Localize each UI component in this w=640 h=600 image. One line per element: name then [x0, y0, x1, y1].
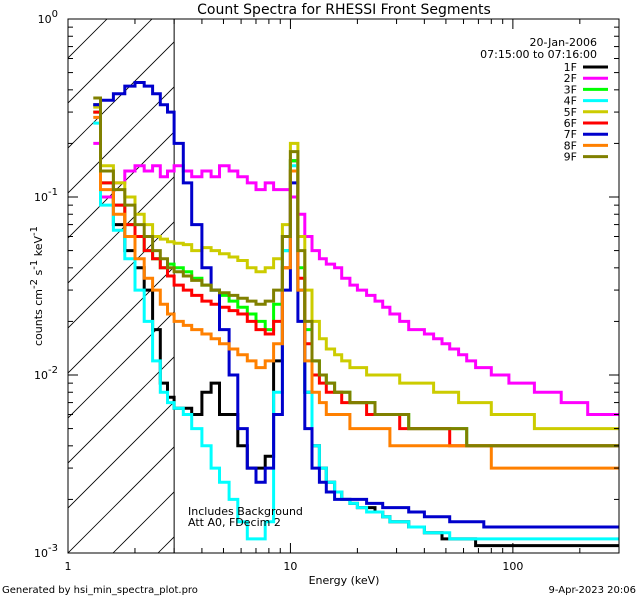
hatch-line [248, 0, 640, 553]
hatch-line [68, 221, 175, 329]
plot-frame [67, 18, 620, 554]
x-tick-label: 10 [283, 560, 297, 573]
footer-timestamp: 9-Apr-2023 20:06 [549, 585, 636, 596]
legend-label-9F: 9F [564, 151, 577, 164]
x-tick-label: 100 [502, 560, 523, 573]
legend-label-5F: 5F [564, 106, 577, 119]
series-group [93, 81, 619, 548]
time-range-label: 07:15:00 to 07:16:00 [480, 48, 597, 61]
legend-label-6F: 6F [564, 117, 577, 130]
x-tick-label: 1 [65, 560, 72, 573]
hatch-line [428, 0, 640, 553]
hatch-line [68, 86, 175, 194]
footer-generated-by: Generated by hsi_min_spectra_plot.pro [2, 585, 198, 596]
hatch-line [383, 0, 640, 553]
legend-label-1F: 1F [564, 61, 577, 74]
hatch-line [608, 0, 640, 553]
legend-label-8F: 8F [564, 139, 577, 152]
y-tick-label: 10-3 [34, 543, 58, 560]
series-4F-line [93, 121, 619, 541]
y-tick-label: 100 [38, 9, 58, 26]
hatch-line [68, 401, 175, 509]
hatch-line [68, 131, 175, 239]
series-9F-line [93, 96, 619, 448]
y-tick-label: 10-1 [34, 187, 58, 204]
hatch-line [68, 41, 175, 149]
background-note: Includes Background [188, 505, 303, 518]
legend-label-7F: 7F [564, 128, 577, 141]
hatch-line [338, 0, 640, 553]
series-7F-line [93, 81, 619, 529]
series-2F-line [93, 141, 619, 416]
axis-ticks: 1 10 100 100 10-1 10-2 10-3 [34, 9, 620, 573]
y-axis-label: counts cm-2 s-1 keV-1 [29, 226, 45, 346]
hatch-line [68, 266, 175, 374]
chart-title: Count Spectra for RHESSI Front Segments [197, 2, 491, 18]
legend-label-3F: 3F [564, 83, 577, 96]
hatch-line [293, 0, 640, 553]
series-5F-line [93, 105, 619, 431]
hatch-line [68, 19, 108, 59]
attenuator-note: Att A0, FDecim 2 [188, 516, 281, 529]
hatch-line [68, 19, 153, 104]
date-label: 20-Jan-2006 [530, 36, 598, 49]
hatch-line [0, 0, 128, 553]
legend-label-4F: 4F [564, 95, 577, 108]
series-8F-line [93, 115, 619, 470]
hatch-line [473, 0, 640, 553]
excluded-energy-hatch [0, 0, 640, 553]
x-axis-label: Energy (keV) [309, 574, 380, 587]
hatch-line [68, 446, 175, 553]
hatch-line [68, 176, 175, 284]
legend-label-2F: 2F [564, 72, 577, 85]
y-tick-label: 10-2 [34, 365, 58, 382]
hatch-line [68, 356, 175, 464]
hatch-line [518, 0, 640, 553]
